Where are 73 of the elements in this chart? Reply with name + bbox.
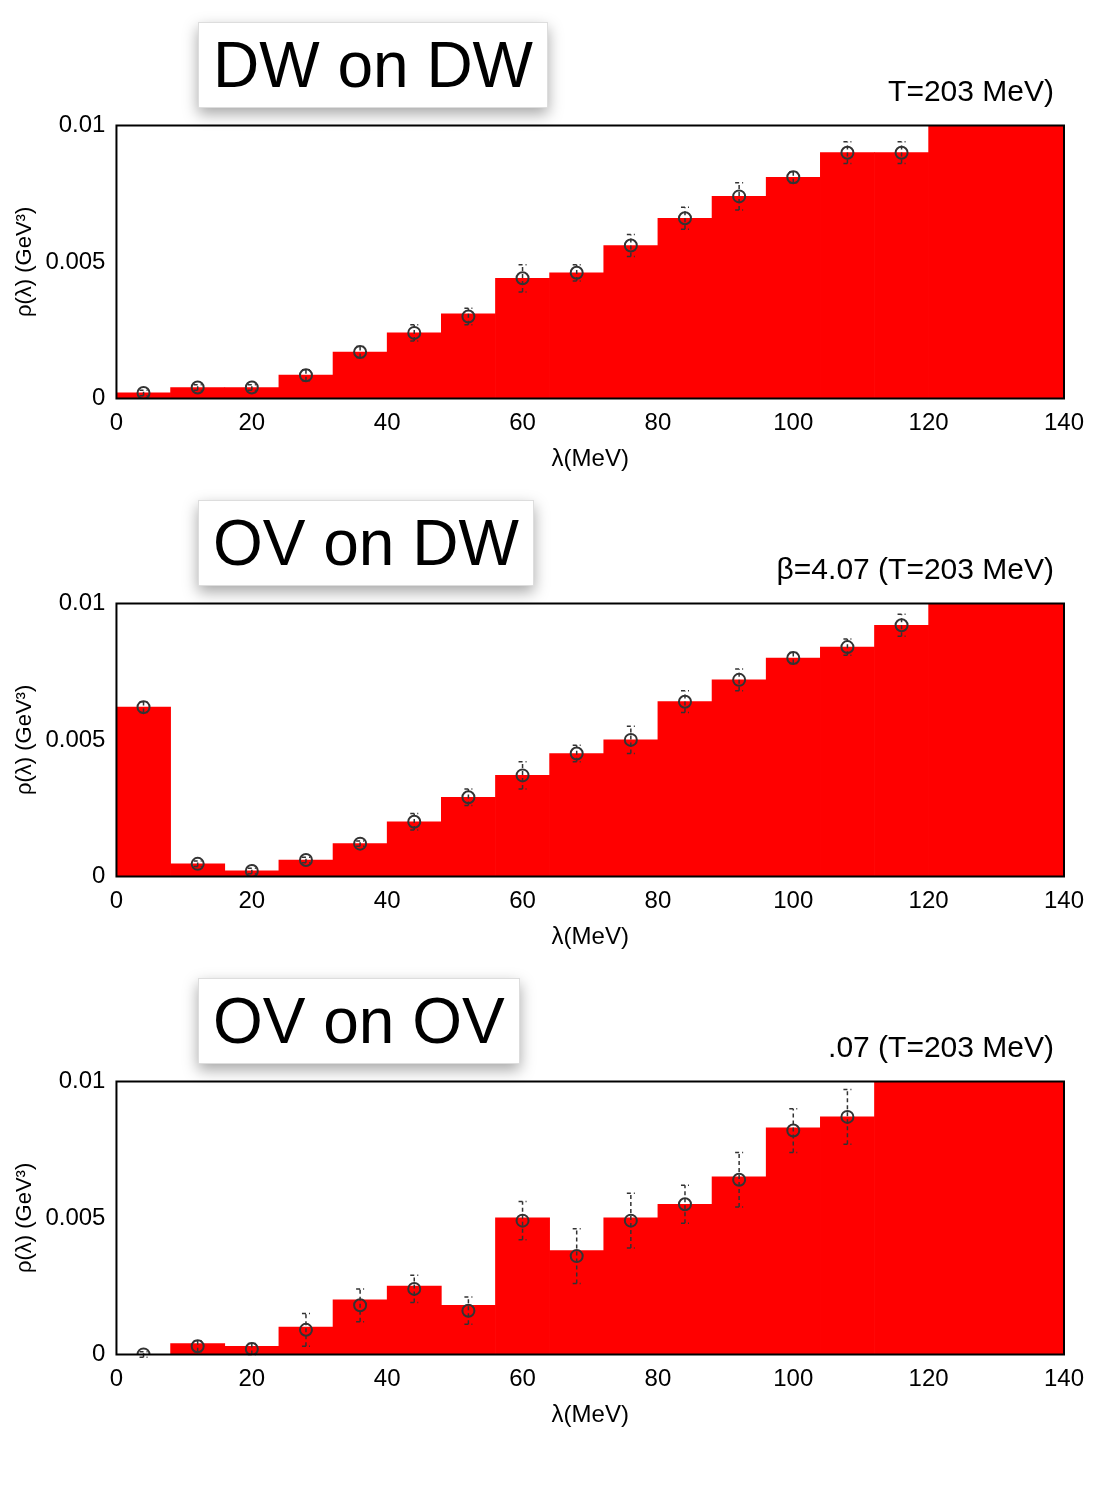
y-tick-label: 0.005	[45, 246, 106, 274]
point	[515, 1213, 530, 1228]
point	[298, 1322, 313, 1337]
y-tick-label: 0	[92, 383, 106, 411]
point	[786, 1123, 801, 1138]
y-tick-label: 0.01	[58, 1066, 106, 1094]
x-tick-label: 100	[773, 1364, 814, 1392]
y-tick-label: 0	[92, 861, 106, 889]
point	[677, 694, 692, 709]
x-tick-label: 100	[773, 886, 814, 914]
x-axis-title: λ(MeV)	[551, 922, 629, 950]
x-tick-label: 40	[373, 886, 401, 914]
x-tick-label: 40	[373, 1364, 401, 1392]
point	[353, 836, 368, 851]
y-tick-label: 0.005	[45, 1202, 106, 1230]
x-tick-label: 60	[509, 1364, 536, 1392]
x-axis-title: λ(MeV)	[551, 1400, 629, 1428]
x-axis-title: λ(MeV)	[551, 444, 629, 472]
y-axis-title: ρ(λ) (GeV³)	[11, 1162, 37, 1274]
y-tick-label: 0.005	[45, 724, 106, 752]
x-tick-label: 140	[1043, 1364, 1085, 1392]
x-tick-label: 20	[238, 886, 266, 914]
point	[677, 1197, 692, 1212]
x-tick-label: 80	[644, 408, 672, 436]
point	[840, 145, 855, 160]
point	[136, 385, 151, 399]
chart-subtitle: .07 (T=203 MeV)	[828, 1030, 1054, 1064]
point	[840, 1109, 855, 1124]
x-tick-label: 20	[238, 408, 266, 436]
chart-title: DW on DW	[198, 22, 548, 108]
point	[623, 1213, 638, 1228]
x-tick-label: 0	[109, 886, 124, 914]
x-tick-label: 80	[644, 1364, 672, 1392]
point	[461, 1303, 476, 1318]
point	[190, 856, 205, 871]
chart-subtitle: T=203 MeV)	[888, 74, 1054, 108]
point	[515, 768, 530, 783]
point	[515, 271, 530, 286]
x-tick-label: 140	[1043, 886, 1085, 914]
chart-title: OV on DW	[198, 500, 534, 586]
chart-subtitle: β=4.07 (T=203 MeV)	[776, 552, 1054, 586]
x-tick-label: 140	[1043, 408, 1085, 436]
x-tick-label: 120	[908, 886, 949, 914]
point	[732, 672, 747, 687]
point	[623, 238, 638, 253]
point	[190, 380, 205, 395]
x-tick-label: 40	[373, 408, 401, 436]
x-tick-label: 20	[238, 1364, 266, 1392]
x-tick-label: 60	[509, 408, 536, 436]
x-tick-label: 100	[773, 408, 814, 436]
x-tick-label: 0	[109, 1364, 124, 1392]
point	[353, 1298, 368, 1313]
point	[407, 1281, 422, 1296]
point	[244, 380, 259, 395]
y-axis-title: ρ(λ) (GeV³)	[11, 684, 37, 796]
point	[244, 863, 259, 877]
x-tick-label: 0	[109, 408, 124, 436]
point	[732, 1172, 747, 1187]
point	[623, 732, 638, 747]
point	[732, 189, 747, 204]
point	[677, 211, 692, 226]
point	[894, 618, 909, 633]
x-tick-label: 120	[908, 408, 949, 436]
x-tick-label: 80	[644, 886, 672, 914]
y-tick-label: 0	[92, 1339, 106, 1367]
x-tick-label: 120	[908, 1364, 949, 1392]
x-tick-label: 60	[509, 886, 536, 914]
point	[569, 1249, 584, 1264]
y-tick-label: 0.01	[58, 110, 106, 138]
chart-title: OV on OV	[198, 978, 520, 1064]
y-axis-title: ρ(λ) (GeV³)	[11, 206, 37, 318]
point	[894, 145, 909, 160]
y-tick-label: 0.01	[58, 588, 106, 616]
